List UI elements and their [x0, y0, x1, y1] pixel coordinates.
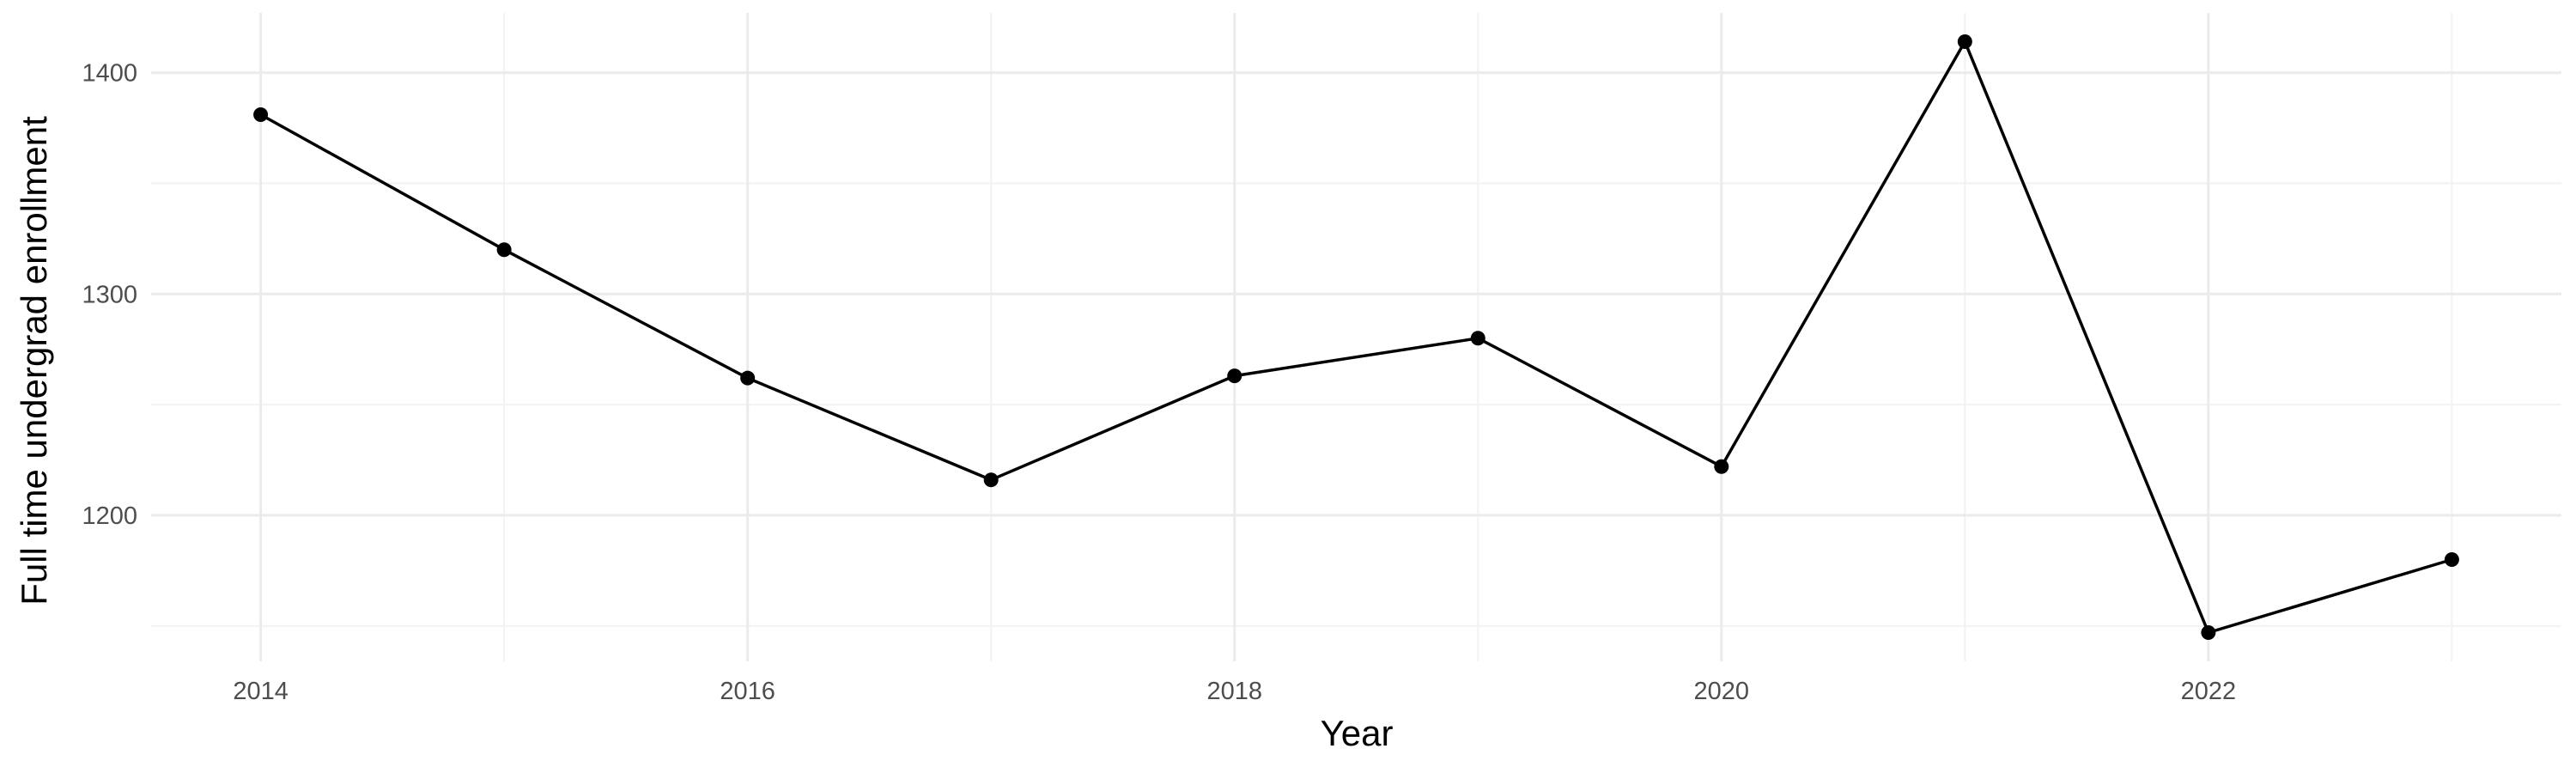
- major-gridlines: [151, 13, 2561, 661]
- x-tick-labels: 2014 2016 2018 2020 2022: [233, 678, 2236, 705]
- y-tick-label: 1300: [82, 281, 137, 308]
- data-point: [496, 242, 512, 258]
- x-tick-label: 2022: [2181, 678, 2237, 705]
- series-line: [259, 40, 2452, 635]
- data-point: [2201, 625, 2216, 641]
- y-tick-label: 1200: [82, 502, 137, 530]
- data-point: [1470, 331, 1485, 346]
- x-axis-title: Year: [1321, 713, 1394, 753]
- minor-gridlines: [151, 13, 2561, 661]
- data-point: [2444, 551, 2459, 567]
- y-axis-title: Full time undergrad enrollment: [14, 116, 54, 606]
- data-point: [253, 107, 269, 123]
- x-tick-label: 2020: [1694, 678, 1750, 705]
- y-tick-label: 1400: [82, 60, 137, 88]
- x-tick-label: 2014: [233, 678, 289, 705]
- y-tick-labels: 1200 1300 1400: [82, 60, 137, 530]
- data-point: [1714, 459, 1729, 474]
- data-point: [740, 370, 756, 386]
- data-point: [1227, 368, 1242, 384]
- x-tick-label: 2018: [1206, 678, 1262, 705]
- data-point: [983, 472, 999, 488]
- series-group: [253, 33, 2459, 641]
- x-tick-label: 2016: [720, 678, 775, 705]
- data-point: [1957, 33, 1972, 49]
